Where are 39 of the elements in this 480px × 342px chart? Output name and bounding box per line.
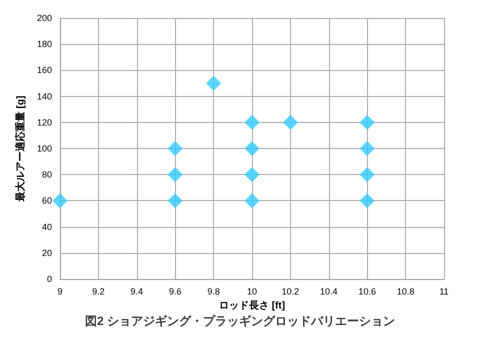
point [52,193,68,208]
x-tick-label: 9.2 [92,286,105,296]
y-tick-label: 0 [46,274,52,284]
x-tick-label: 10.8 [396,286,414,296]
y-tick-label: 20 [42,248,52,258]
point [244,114,260,130]
point [360,114,375,130]
y-tick-label: 60 [42,196,52,206]
y-tick-label: 160 [36,65,52,76]
x-tick-label: 10 [246,286,258,296]
point [206,76,222,91]
x-axis-title: ロッド長さ [ft] [218,299,286,312]
point [360,193,375,208]
x-tick-label: 11 [439,286,449,296]
x-tick-label: 10.6 [358,286,376,296]
point [168,141,183,156]
x-tick-label: 9.4 [130,286,144,296]
point [244,141,260,156]
point [282,114,298,130]
y-tick-label: 180 [36,39,52,50]
y-tick-label: 120 [36,117,52,128]
x-tick-label: 9.6 [168,286,182,296]
point [360,141,375,156]
text: 図2 ショアジギング・プラッギングロッドバリエーション [84,314,396,328]
x-tick-label: 9 [57,286,63,296]
point [360,167,375,182]
x-tick-label: 10.4 [320,286,338,296]
point [168,167,183,182]
y-tick-label: 80 [42,170,52,180]
x-tick-label: 9.8 [207,286,220,296]
point [168,193,183,208]
y-tick-label: 40 [42,222,52,232]
y-tick-label: 140 [36,91,52,102]
point [244,167,260,182]
y-tick-label: 100 [36,144,52,154]
y-axis-title: 最大ルアー適応重量 [g] [14,96,26,202]
y-tick-label: 200 [36,13,52,23]
x-tick-label: 10.2 [282,286,300,296]
point [244,193,260,208]
